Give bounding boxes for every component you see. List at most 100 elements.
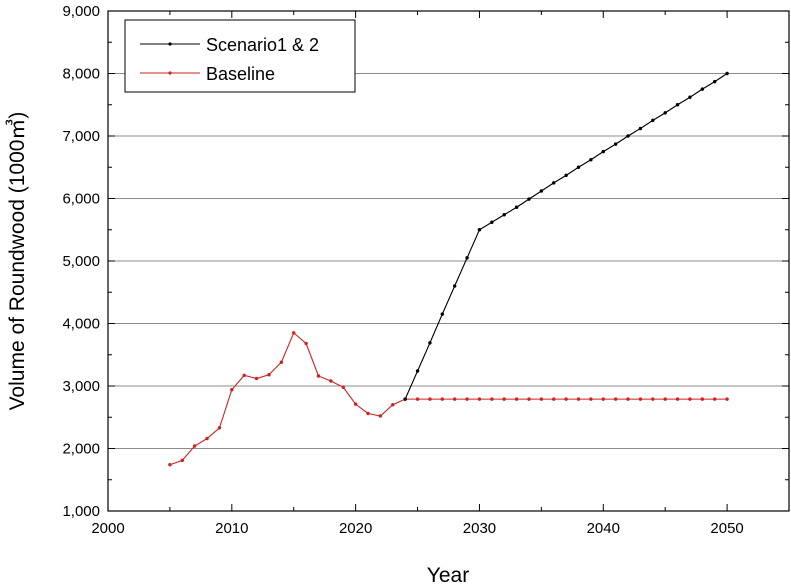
data-point-baseline [230, 388, 234, 392]
y-tick-label: 2,000 [62, 441, 100, 458]
data-point-baseline [304, 341, 308, 346]
data-point-scenario [688, 95, 692, 99]
data-point-baseline [292, 331, 296, 335]
data-point-scenario [638, 126, 643, 131]
y-tick-label: 1,000 [62, 503, 100, 520]
data-point-baseline [626, 397, 630, 401]
data-point-baseline [217, 426, 222, 430]
data-point-baseline [527, 397, 531, 401]
data-point-scenario [552, 181, 556, 185]
data-point-baseline [725, 397, 729, 401]
data-point-baseline [490, 397, 494, 401]
data-point-baseline [613, 397, 618, 401]
data-point-baseline [205, 436, 209, 441]
tick-labels: 1,000 2,000 3,000 4,000 5,000 6,000 7,000 8,000… [62, 3, 743, 537]
data-point-baseline [391, 403, 395, 407]
data-point-scenario [589, 158, 593, 162]
y-tick-label: 8,000 [62, 66, 100, 83]
data-point-scenario [415, 369, 420, 373]
data-point-scenario [527, 197, 531, 201]
y-axis-title: Volume of Roundwood (1000㎥) [5, 112, 29, 411]
data-point-baseline [465, 397, 469, 401]
y-tick-label: 4,000 [62, 316, 100, 333]
data-point-baseline [192, 444, 197, 448]
x-tick-label: 2010 [215, 520, 248, 537]
data-point-baseline [366, 411, 370, 416]
data-point-scenario [626, 134, 630, 138]
legend-marker-baseline [168, 71, 172, 75]
legend-marker-scenario [168, 42, 172, 46]
data-point-baseline [564, 397, 568, 401]
data-point-scenario [601, 149, 605, 154]
data-point-baseline [440, 397, 445, 401]
data-point-baseline [713, 397, 717, 401]
data-point-baseline [589, 397, 593, 401]
data-point-scenario [403, 397, 407, 401]
data-point-scenario [502, 213, 506, 217]
data-point-scenario [440, 312, 445, 316]
data-point-baseline [700, 397, 705, 401]
data-point-scenario [663, 111, 667, 115]
data-point-baseline [663, 397, 667, 401]
data-point-baseline [688, 397, 692, 401]
data-point-baseline [539, 397, 544, 401]
gridlines [108, 73, 789, 449]
data-point-scenario [713, 79, 717, 84]
data-point-baseline [180, 458, 184, 463]
data-point-baseline [601, 397, 605, 401]
data-point-baseline [552, 397, 556, 401]
data-point-baseline [514, 397, 519, 401]
data-point-baseline [242, 373, 246, 378]
data-point-baseline [267, 373, 271, 377]
y-tick-label: 5,000 [62, 253, 100, 270]
data-point-baseline [316, 374, 321, 378]
data-point-scenario [514, 205, 519, 209]
data-point-scenario [725, 71, 729, 76]
axis-ticks [107, 10, 789, 512]
data-point-scenario [490, 220, 494, 224]
x-tick-label: 2030 [463, 520, 496, 537]
x-tick-label: 2020 [339, 520, 372, 537]
data-point-scenario [651, 118, 655, 123]
data-point-baseline [341, 385, 345, 389]
data-point-baseline [428, 397, 432, 401]
data-point-scenario [477, 228, 482, 232]
data-point-baseline [638, 397, 643, 401]
data-point-scenario [576, 165, 581, 169]
legend: Scenario1 & 2 Baseline [124, 19, 356, 93]
x-tick-label: 2050 [710, 520, 743, 537]
data-point-baseline [254, 376, 259, 381]
y-tick-label: 6,000 [62, 191, 100, 208]
data-point-scenario [613, 142, 618, 146]
data-point-scenario [452, 284, 457, 288]
data-point-baseline [651, 397, 655, 401]
data-point-scenario [465, 256, 469, 260]
data-point-baseline [477, 397, 482, 401]
series-line-baseline [169, 331, 728, 466]
data-point-scenario [428, 341, 432, 345]
y-tick-label: 7,000 [62, 128, 100, 145]
legend-label-scenario: Scenario1 & 2 [206, 35, 319, 55]
data-point-baseline [576, 397, 581, 401]
data-point-baseline [378, 414, 383, 418]
data-point-scenario [675, 103, 680, 107]
data-point-baseline [279, 360, 284, 364]
x-tick-label: 2040 [587, 520, 620, 537]
legend-box [124, 19, 356, 93]
data-point-baseline [415, 397, 420, 401]
series-layer [168, 71, 729, 467]
data-point-scenario [564, 173, 568, 178]
data-point-baseline [329, 379, 333, 383]
y-tick-label: 3,000 [62, 378, 100, 395]
x-tick-label: 2000 [91, 520, 124, 537]
legend-label-baseline: Baseline [206, 64, 275, 84]
data-point-baseline [168, 463, 172, 467]
data-point-scenario [539, 189, 544, 193]
y-tick-label: 9,000 [62, 3, 100, 20]
data-point-scenario [700, 87, 705, 91]
data-point-baseline [675, 397, 680, 401]
series-line-scenario [404, 73, 728, 400]
x-axis-title: Year [427, 564, 469, 587]
